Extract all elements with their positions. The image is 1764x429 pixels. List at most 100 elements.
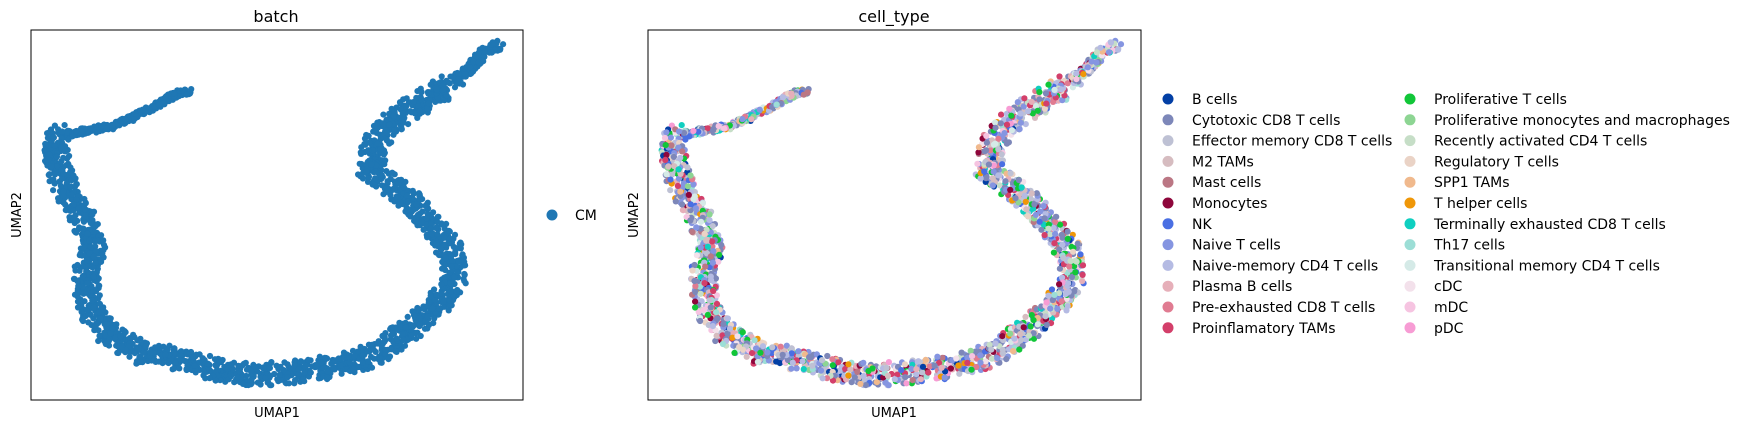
scatter-point <box>97 315 104 322</box>
scatter-point <box>407 108 414 115</box>
scatter-point <box>78 308 85 315</box>
scatter-point <box>995 146 1002 153</box>
scatter-point <box>848 379 855 386</box>
scatter-point <box>349 347 357 354</box>
scatter-point <box>712 337 719 345</box>
scatter-point <box>1007 330 1014 337</box>
scatter-point <box>808 354 815 361</box>
scatter-point <box>931 362 938 369</box>
scatter-point <box>1030 330 1037 337</box>
scatter-point <box>706 211 713 218</box>
scatter-point <box>706 217 713 224</box>
scatter-point <box>454 269 461 276</box>
scatter-point <box>883 364 890 371</box>
scatter-point <box>46 151 53 158</box>
scatter-point <box>62 201 69 208</box>
scatter-point <box>72 267 79 274</box>
scatter-point <box>54 163 61 170</box>
scatter-point <box>74 277 81 285</box>
scatter-point <box>990 168 997 175</box>
scatter-point <box>321 354 328 361</box>
scatter-point <box>379 120 387 127</box>
scatter-point <box>757 349 764 356</box>
scatter-point <box>968 366 975 373</box>
scatter-point <box>45 142 52 149</box>
scatter-point <box>183 91 190 98</box>
scatter-point <box>408 332 415 339</box>
scatter-point <box>103 321 110 328</box>
scatter-point <box>1073 70 1080 77</box>
scatter-point <box>1020 103 1027 110</box>
scatter-point <box>103 125 110 132</box>
scatter-point <box>909 377 916 384</box>
scatter-point <box>679 148 686 155</box>
scatter-point <box>701 230 708 237</box>
scatter-point <box>446 228 453 235</box>
scatter-point <box>783 342 790 349</box>
scatter-point <box>365 147 372 154</box>
scatter-point <box>90 273 97 280</box>
scatter-point <box>59 128 66 135</box>
scatter-point <box>441 274 448 281</box>
scatter-point <box>95 275 102 282</box>
scatter-point <box>975 149 982 156</box>
scatter-point <box>75 283 82 290</box>
scatter-point <box>358 144 365 151</box>
scatter-point <box>356 160 363 167</box>
scatter-point <box>409 323 417 330</box>
scatter-point <box>926 363 934 370</box>
scatter-point <box>78 128 85 135</box>
scatter-point <box>80 218 87 225</box>
scatter-point <box>679 207 687 214</box>
legend-marker <box>1404 197 1416 209</box>
scatter-point <box>58 166 65 173</box>
scatter-point <box>425 100 432 107</box>
scatter-point <box>1036 218 1043 225</box>
scatter-point <box>759 343 767 350</box>
scatter-point <box>919 369 926 376</box>
scatter-point <box>155 358 162 365</box>
scatter-point <box>79 317 87 325</box>
scatter-point <box>779 94 787 101</box>
scatter-point <box>320 364 328 371</box>
scatter-point <box>986 341 993 348</box>
scatter-point <box>1084 64 1091 71</box>
scatter-point <box>992 340 999 347</box>
scatter-point <box>92 223 99 230</box>
scatter-point <box>1059 97 1066 104</box>
legend-marker <box>1162 322 1174 334</box>
scatter-point <box>977 175 984 182</box>
scatter-point <box>389 330 396 337</box>
scatter-point <box>989 182 997 189</box>
scatter-point <box>715 123 722 130</box>
scatter-point <box>743 353 750 360</box>
scatter-point <box>1059 241 1066 248</box>
scatter-point <box>418 96 425 103</box>
legend-label: Transitional memory CD4 T cells <box>1433 258 1660 274</box>
scatter-point <box>432 98 439 105</box>
scatter-point <box>87 243 94 250</box>
scatter-point <box>956 370 963 377</box>
scatter-point <box>442 254 449 261</box>
scatter-point <box>451 273 458 281</box>
scatter-point <box>432 296 439 304</box>
scatter-point <box>449 257 456 264</box>
scatter-point <box>1058 86 1065 93</box>
scatter-point <box>459 251 466 258</box>
scatter-point <box>462 71 469 78</box>
scatter-point <box>439 265 446 272</box>
legend-marker <box>1404 114 1416 126</box>
legend-marker <box>1162 93 1174 105</box>
legend-label: Proliferative monocytes and macrophages <box>1434 113 1730 129</box>
scatter-point <box>1064 235 1071 242</box>
scatter-point <box>137 358 144 366</box>
scatter-point <box>788 90 795 97</box>
scatter-point <box>1008 127 1016 134</box>
scatter-point <box>687 217 694 224</box>
scatter-point <box>50 134 58 141</box>
scatter-point <box>285 380 293 387</box>
scatter-point <box>680 129 688 136</box>
scatter-point <box>977 359 984 366</box>
scatter-point <box>1088 58 1095 65</box>
scatter-point <box>800 366 807 373</box>
